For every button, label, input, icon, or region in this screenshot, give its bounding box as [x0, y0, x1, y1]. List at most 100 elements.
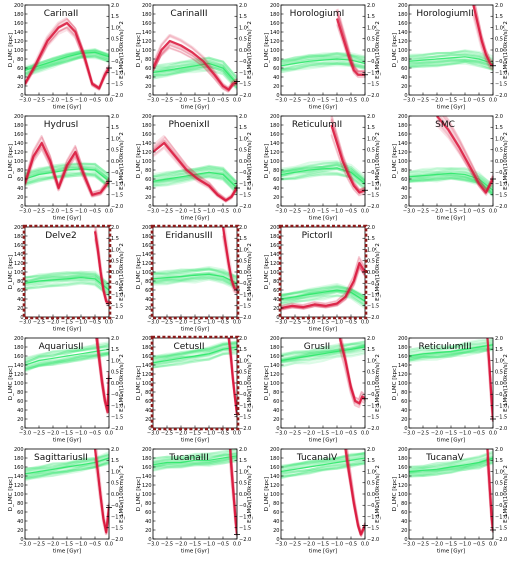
e-tick-label: −1.5: [367, 415, 379, 421]
energy-line: [281, 285, 365, 299]
energy-line: [409, 460, 493, 479]
x-tick-label: −3.0: [403, 209, 415, 215]
energy-line: [25, 54, 109, 75]
e-axis-label: E_LMC /(100km/s)^2: [375, 132, 381, 190]
x-tick-label: −2.5: [33, 320, 45, 326]
energy-line: [25, 281, 109, 298]
y-tick-label: 40: [145, 297, 151, 303]
energy-median-line: [25, 168, 109, 182]
y-tick-label: 20: [401, 528, 407, 534]
e-axis-label: E_LMC /(100km/s)^2: [247, 354, 253, 412]
energy-line: [281, 293, 365, 307]
energy-line: [281, 347, 365, 363]
e-tick-label: 1.0: [367, 25, 375, 31]
e-tick-label: −1.5: [239, 526, 251, 532]
energy-line: [409, 173, 493, 194]
energy-line: [153, 274, 237, 287]
x-tick-label: −3.0: [19, 98, 31, 104]
distance-line: [153, 147, 237, 203]
energy-line: [25, 174, 109, 188]
energy-line: [153, 274, 237, 287]
energy-line: [409, 450, 493, 468]
e-tick-label: 0.5: [495, 148, 503, 154]
distance-line: [330, 134, 365, 197]
y-tick-label: 20: [17, 528, 23, 534]
x-tick-label: −2.5: [161, 320, 173, 326]
panel-title: SagittariusII: [34, 453, 88, 463]
x-tick-label: −2.5: [33, 98, 45, 104]
energy-line: [409, 167, 493, 187]
x-tick-label: −3.0: [147, 542, 159, 548]
energy-line: [25, 351, 109, 370]
y-tick-label: 160: [14, 465, 24, 471]
x-tick-label: 0.0: [361, 320, 369, 326]
energy-line: [281, 55, 365, 66]
e-tick-label: 1.0: [111, 247, 119, 253]
energy-line: [409, 347, 493, 362]
energy-line: [409, 345, 493, 361]
energy-line: [409, 454, 493, 471]
energy-line: [25, 278, 109, 295]
e-tick-label: 1.0: [495, 358, 503, 364]
y-tick-label: 80: [401, 168, 407, 174]
x-axis-label: time [Gyr]: [53, 327, 81, 333]
y-tick-label: 200: [14, 447, 24, 453]
energy-line: [153, 272, 237, 285]
y-tick-label: 80: [401, 57, 407, 63]
x-tick-label: −0.5: [217, 542, 229, 548]
e-tick-label: −1.0: [495, 403, 507, 409]
energy-line: [409, 60, 493, 70]
distance-line: [436, 125, 493, 197]
distance-line: [281, 267, 365, 311]
energy-line: [25, 454, 109, 472]
energy-line: [153, 352, 237, 369]
e-tick-label: 1.5: [111, 347, 119, 353]
y-tick-label: 160: [398, 354, 408, 360]
x-tick-label: 0.0: [233, 98, 241, 104]
x-tick-label: −1.5: [61, 209, 73, 215]
x-tick-label: 0.0: [489, 98, 497, 104]
energy-line: [153, 449, 237, 460]
highlight-border: [150, 224, 240, 320]
x-tick-label: 0.0: [489, 542, 497, 548]
x-tick-label: −1.5: [317, 542, 329, 548]
e-tick-label: 2.0: [239, 447, 247, 453]
distance-line: [474, 5, 493, 63]
energy-line: [153, 64, 237, 89]
e-tick-label: 0.0: [111, 270, 119, 276]
x-tick-label: −0.5: [473, 431, 485, 437]
energy-line: [25, 271, 109, 286]
e-axis-label: E_LMC /(100km/s)^2: [247, 243, 253, 301]
e-tick-label: −1.5: [111, 526, 123, 532]
e-tick-label: −1.0: [239, 292, 251, 298]
e-axis-label: E_LMC /(100km/s)^2: [503, 21, 509, 79]
energy-line: [153, 268, 237, 278]
e-tick-label: 1.0: [495, 25, 503, 31]
panel-smc: 020406080100120140160180200−2.0−1.5−1.0−…: [392, 114, 509, 222]
energy-line: [153, 456, 237, 467]
plot-area: [409, 5, 493, 72]
e-tick-label: 0.0: [495, 492, 503, 498]
x-tick-label: −1.5: [445, 98, 457, 104]
y-tick-label: 200: [398, 336, 408, 342]
energy-line: [409, 341, 493, 354]
energy-line: [153, 349, 237, 369]
energy-median-line: [153, 273, 237, 284]
x-tick-label: −0.5: [345, 98, 357, 104]
y-tick-label: 0: [276, 315, 279, 321]
plot-area: [409, 116, 493, 198]
energy-line: [281, 53, 365, 63]
e-tick-label: 1.5: [111, 125, 119, 131]
x-axis-label: time [Gyr]: [181, 438, 209, 444]
panel-eridanusiii: 020406080100120140160180200−2.0−1.5−1.0−…: [136, 224, 253, 333]
distance-line: [25, 148, 109, 198]
energy-line: [281, 163, 365, 182]
distance-median-line: [227, 338, 237, 415]
y-tick-label: 140: [270, 30, 280, 36]
panel-horologiumii: 020406080100120140160180200−2.0−1.5−1.0−…: [392, 3, 509, 111]
energy-line: [281, 451, 365, 469]
energy-line: [153, 341, 237, 360]
energy-line: [409, 53, 493, 63]
y-tick-label: 120: [398, 150, 408, 156]
distance-line: [335, 24, 365, 78]
